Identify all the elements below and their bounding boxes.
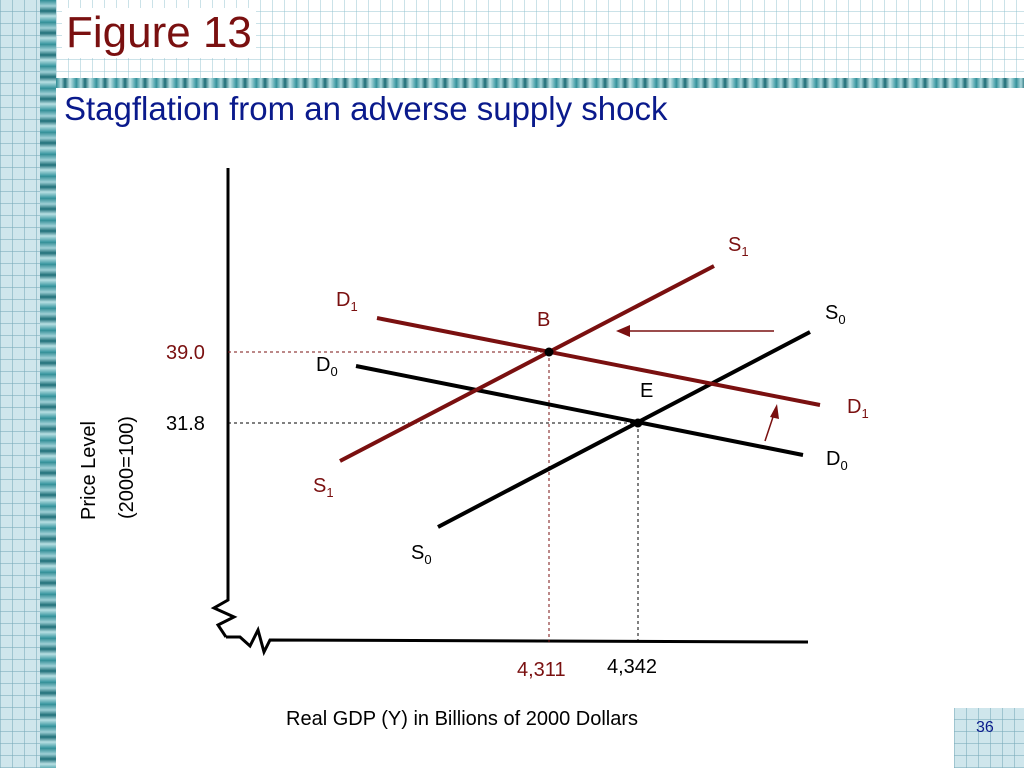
supply-shift-arrowhead — [616, 325, 630, 337]
s0-bottom-label: S0 — [411, 542, 432, 567]
s0-top-label: S0 — [825, 302, 846, 327]
left-decorative-edge — [40, 0, 56, 768]
corner-decoration — [954, 708, 1024, 768]
x-axis-label: Real GDP (Y) in Billions of 2000 Dollars — [286, 708, 638, 730]
d1-right-label: D1 — [847, 396, 869, 421]
s1-bottom-label: S1 — [313, 475, 334, 500]
x-axis — [226, 625, 809, 657]
d1-curve — [376, 316, 821, 407]
d0-left-label: D0 — [316, 354, 338, 379]
y-tick-39: 39.0 — [166, 342, 205, 364]
d1-left-label: D1 — [336, 289, 358, 314]
s1-top-label: S1 — [728, 234, 749, 259]
slide-title: Figure 13 — [62, 8, 256, 58]
y-axis-label-line2: (2000=100) — [116, 416, 138, 519]
slide-subtitle: Stagflation from an adverse supply shock — [64, 90, 668, 127]
s0-curve — [437, 330, 811, 529]
point-b-marker — [544, 347, 554, 357]
s1-curve — [339, 264, 715, 463]
d0-right-label: D0 — [826, 448, 848, 473]
point-e-label: E — [640, 380, 653, 402]
y-axis-label-line1: Price Level — [78, 421, 100, 520]
demand-shift-arrowhead — [770, 404, 779, 419]
y-tick-31-8: 31.8 — [166, 413, 205, 435]
point-e-marker — [633, 418, 643, 428]
title-divider-bar — [56, 78, 1024, 88]
y-axis — [210, 168, 238, 638]
x-tick-4342: 4,342 — [607, 656, 657, 678]
demand-shift-arrow-line — [764, 413, 775, 442]
x-tick-4311: 4,311 — [517, 659, 566, 681]
page-number: 36 — [976, 719, 994, 736]
d0-curve — [355, 364, 804, 457]
point-b-label: B — [537, 309, 550, 331]
